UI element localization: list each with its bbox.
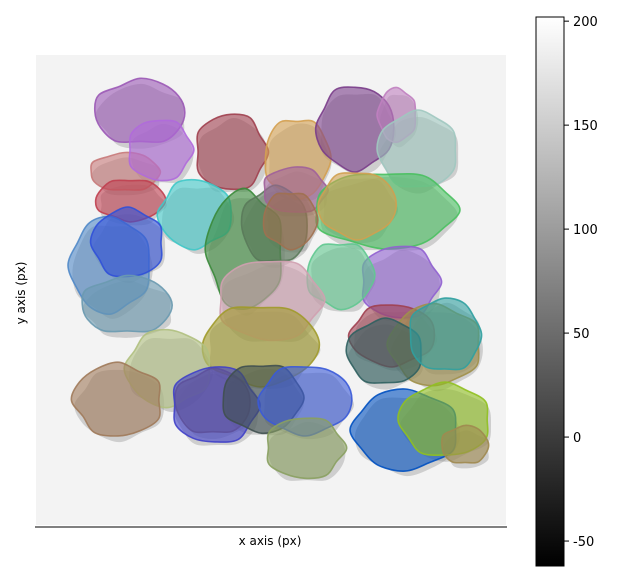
colorbar: 200 150 100 50 0 -50	[536, 15, 598, 566]
colorbar-tick-label: 0	[573, 431, 581, 446]
image-panel	[35, 53, 507, 527]
mask-blob	[442, 425, 489, 463]
colorbar-ticks: 200 150 100 50 0 -50	[564, 15, 598, 550]
y-axis-label: y axis (px)	[14, 262, 28, 325]
colorbar-tick-label: 200	[573, 15, 598, 30]
colorbar-tick-label: 50	[573, 327, 590, 342]
mask-overlay	[68, 78, 489, 478]
colorbar-tick-label: 100	[573, 223, 598, 238]
colorbar-tick-label: -50	[573, 535, 594, 550]
x-axis-label: x axis (px)	[239, 534, 302, 548]
colorbar-gradient	[536, 17, 564, 566]
colorbar-tick-label: 150	[573, 119, 598, 134]
